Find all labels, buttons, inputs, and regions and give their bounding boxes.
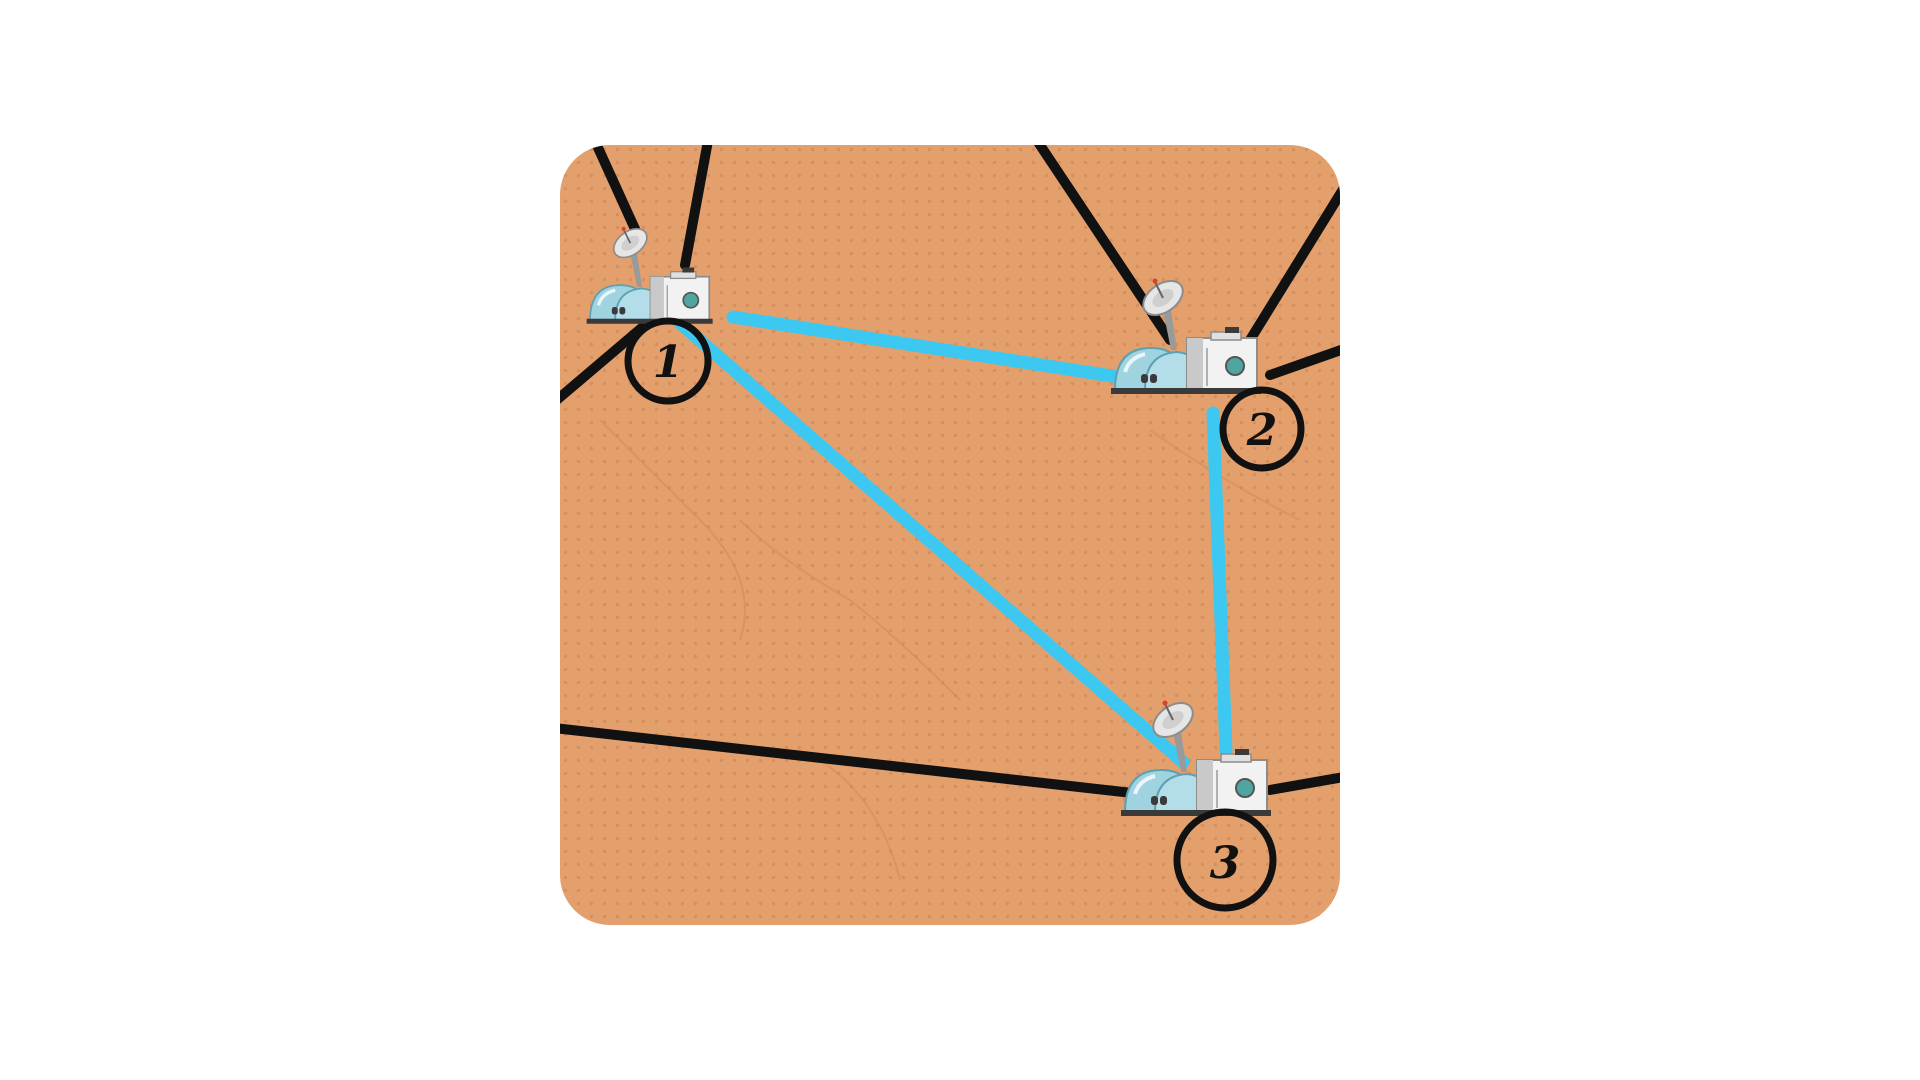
station-3: 3 [1119, 693, 1277, 912]
road [680, 145, 715, 270]
station-2: 2 [1109, 271, 1305, 472]
station-label-badge: 1 [624, 317, 712, 405]
road [560, 722, 1155, 800]
road [1245, 165, 1340, 345]
station-label: 2 [1246, 405, 1278, 456]
road [585, 145, 645, 245]
link-1-3 [673, 316, 1190, 769]
station-label: 3 [1210, 838, 1241, 889]
link-network [673, 310, 1233, 769]
station-label: 1 [653, 337, 684, 388]
station-1: 1 [584, 221, 715, 405]
station-label-badge: 3 [1173, 808, 1277, 912]
link-2-3 [1206, 406, 1233, 757]
terrain-contours [599, 419, 1301, 881]
road [560, 320, 650, 415]
road [1265, 340, 1340, 380]
road [1265, 770, 1340, 795]
link-1-2 [726, 310, 1132, 385]
station-label-badge: 2 [1219, 386, 1305, 472]
